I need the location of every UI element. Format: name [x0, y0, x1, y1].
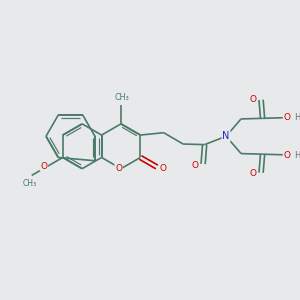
Text: O: O [160, 164, 167, 173]
Text: O: O [284, 112, 291, 122]
Text: H: H [294, 112, 300, 122]
Text: H: H [294, 151, 300, 160]
Text: O: O [284, 151, 291, 160]
Text: CH₃: CH₃ [22, 179, 36, 188]
Text: O: O [40, 162, 47, 171]
Text: CH₃: CH₃ [114, 93, 129, 102]
Text: O: O [191, 161, 198, 170]
Text: O: O [249, 95, 256, 104]
Text: O: O [249, 169, 256, 178]
Text: N: N [222, 131, 230, 141]
Text: O: O [115, 164, 122, 173]
